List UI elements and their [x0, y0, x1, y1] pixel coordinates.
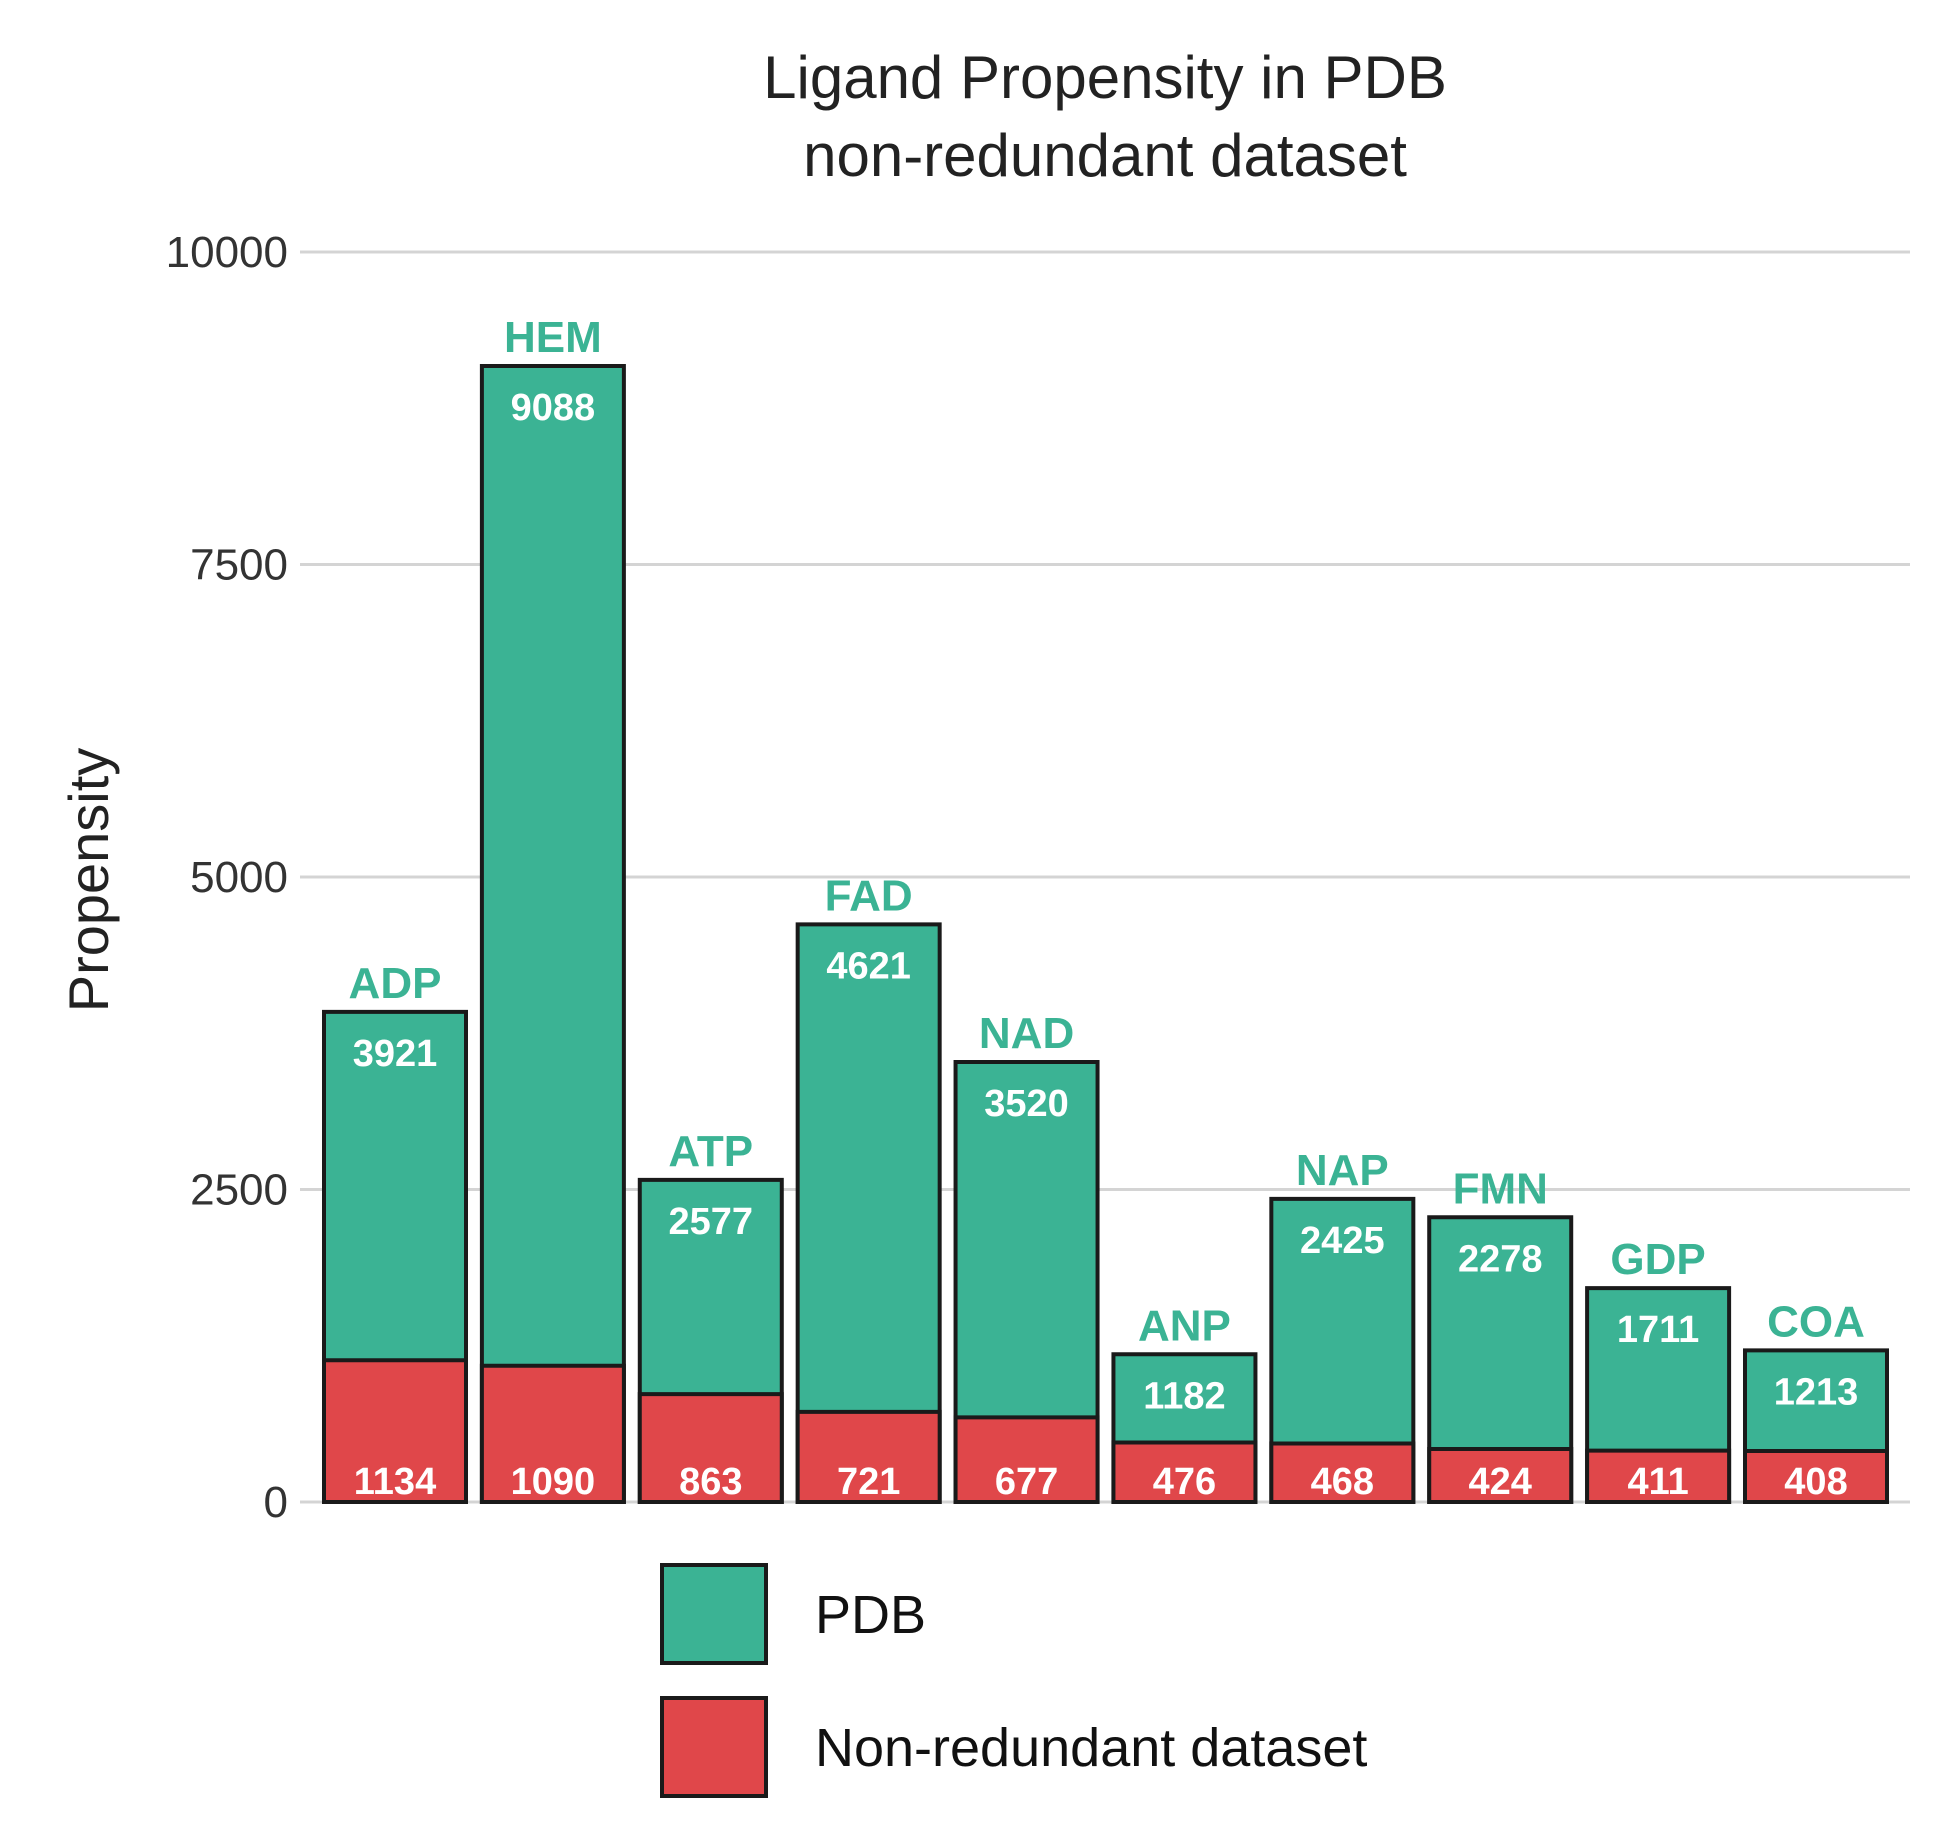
y-tick-label-0: 0: [264, 1478, 288, 1527]
chart-title: Ligand Propensity in PDB non-redundant da…: [763, 44, 1447, 189]
y-tick-label-7500: 7500: [190, 541, 288, 590]
y-axis-ticks: 0 2500 5000 7500 10000: [166, 228, 288, 1527]
y-tick-label-5000: 5000: [190, 853, 288, 902]
bar-pdb-hem: [482, 366, 624, 1502]
category-label-anp: ANP: [1138, 1301, 1231, 1350]
chart-title-line-2: non-redundant dataset: [803, 122, 1407, 189]
category-label-hem: HEM: [504, 313, 602, 362]
value-label-pdb-adp: 3921: [353, 1033, 438, 1075]
value-label-pdb-atp: 2577: [669, 1201, 754, 1243]
value-label-nonredundant-atp: 863: [679, 1461, 742, 1503]
value-label-nonredundant-adp: 1134: [354, 1461, 436, 1503]
value-label-pdb-coa: 1213: [1774, 1371, 1859, 1413]
category-label-fad: FAD: [825, 871, 913, 920]
value-label-nonredundant-anp: 476: [1153, 1461, 1216, 1503]
y-tick-label-10000: 10000: [166, 228, 288, 277]
value-label-pdb-hem: 9088: [511, 387, 596, 429]
category-label-fmn: FMN: [1453, 1164, 1548, 1213]
value-label-nonredundant-gdp: 411: [1627, 1461, 1688, 1503]
value-label-nonredundant-nad: 677: [995, 1461, 1058, 1503]
value-label-nonredundant-nap: 468: [1311, 1461, 1374, 1503]
value-label-pdb-gdp: 1711: [1617, 1309, 1699, 1351]
chart-title-line-1: Ligand Propensity in PDB: [763, 44, 1447, 111]
legend-swatch-pdb: [662, 1565, 766, 1663]
category-label-adp: ADP: [349, 959, 442, 1008]
ligand-propensity-chart: Ligand Propensity in PDB non-redundant da…: [0, 0, 1956, 1847]
category-label-nap: NAP: [1296, 1146, 1389, 1195]
y-axis-label: Propensity: [57, 748, 120, 1013]
value-label-pdb-fad: 4621: [826, 945, 911, 987]
category-label-gdp: GDP: [1610, 1235, 1705, 1284]
value-label-nonredundant-hem: 1090: [511, 1461, 596, 1503]
value-label-pdb-nap: 2425: [1300, 1220, 1385, 1262]
legend-label-pdb: PDB: [815, 1585, 926, 1645]
y-tick-label-2500: 2500: [190, 1166, 288, 1215]
value-label-nonredundant-fad: 721: [837, 1461, 900, 1503]
category-label-coa: COA: [1767, 1297, 1865, 1346]
value-label-pdb-anp: 1182: [1143, 1375, 1225, 1417]
legend-label-nonredundant: Non-redundant dataset: [815, 1718, 1367, 1778]
value-label-pdb-nad: 3520: [984, 1083, 1069, 1125]
legend-swatch-nonredundant: [662, 1698, 766, 1796]
value-label-nonredundant-coa: 408: [1784, 1461, 1847, 1503]
value-label-nonredundant-fmn: 424: [1469, 1461, 1532, 1503]
category-label-nad: NAD: [979, 1009, 1074, 1058]
y-axis-title: Propensity: [57, 748, 120, 1013]
legend: PDB Non-redundant dataset: [662, 1565, 1367, 1796]
category-label-atp: ATP: [668, 1127, 753, 1176]
value-label-pdb-fmn: 2278: [1458, 1238, 1543, 1280]
